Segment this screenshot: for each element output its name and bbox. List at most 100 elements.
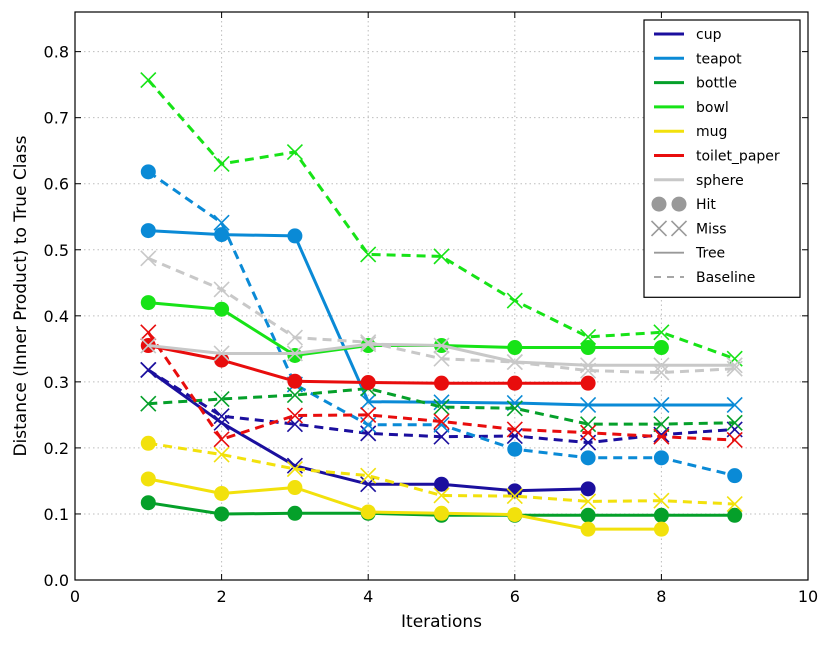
teapot-baseline-hit-marker (653, 450, 669, 466)
mug-tree-hit-marker (287, 480, 303, 496)
legend-label-sphere: sphere (696, 173, 744, 189)
mug-baseline-miss-marker-stroke (653, 492, 670, 509)
mug-baseline-miss-marker (726, 495, 743, 513)
bottle-baseline-miss-marker (580, 416, 597, 433)
sphere-baseline-miss-marker-stroke (286, 329, 303, 346)
cup-tree-miss-marker-stroke (360, 476, 377, 493)
bottle-tree-hit-marker (580, 507, 596, 523)
legend: cup teapot bottle bowl mug toilet_papersphere… (643, 19, 801, 298)
cup-baseline-miss-marker (360, 425, 377, 442)
toilet_paper-tree-hit-marker (434, 375, 449, 391)
mug-tree-hit-marker (653, 521, 669, 537)
legend-label-cup: cup (696, 27, 722, 43)
sphere-tree-miss-marker-stroke (506, 353, 523, 371)
legend-label-baseline: Baseline (696, 270, 755, 286)
sphere-tree-miss-marker-stroke (140, 337, 157, 354)
bowl-tree-hit-marker (140, 295, 156, 311)
teapot-baseline-hit-marker (507, 441, 523, 457)
toilet_paper-baseline-miss-marker-stroke (580, 424, 597, 441)
bottle-tree-hit-marker (287, 505, 303, 521)
mug-baseline-miss-marker (653, 492, 670, 509)
mug-baseline-miss-marker (213, 446, 230, 463)
bottle-baseline-miss-marker-stroke (286, 387, 303, 404)
toilet_paper-tree-hit-marker (580, 375, 596, 391)
bottle-baseline-miss-marker-stroke (213, 390, 230, 408)
cup-tree-miss-marker (213, 414, 230, 431)
bottle-baseline-miss-marker (140, 395, 157, 412)
sphere-tree-miss-marker-stroke (433, 337, 450, 354)
toilet_paper-tree-hit-marker (360, 375, 376, 391)
bowl-tree-hit-marker (580, 340, 596, 356)
sphere-baseline-miss-marker (433, 350, 450, 367)
teapot-baseline-miss-marker (213, 214, 230, 231)
cup-baseline-miss-marker (433, 428, 450, 445)
x-tick-label: 0 (70, 587, 80, 606)
mug-baseline-miss-marker (286, 460, 303, 478)
legend-label-hit: Hit (696, 197, 716, 213)
toilet_paper-baseline-miss-marker (580, 424, 597, 441)
cup-baseline-miss-marker-stroke (506, 427, 523, 445)
cup-baseline-miss-marker-stroke (360, 425, 377, 442)
cup-tree-miss-marker-stroke (213, 414, 230, 431)
y-tick-label: 0.4 (44, 307, 69, 326)
sphere-tree-miss-marker (360, 336, 377, 353)
bowl-baseline-miss-marker-stroke (433, 248, 450, 265)
cup-baseline-miss-marker-stroke (213, 408, 230, 425)
bottle-baseline-miss-marker (213, 390, 230, 408)
bowl-tree-hit-marker (507, 340, 523, 356)
legend-label-bottle: bottle (696, 76, 737, 92)
teapot-baseline-miss-marker-stroke (433, 416, 450, 433)
cup-baseline-miss-marker (286, 416, 303, 433)
legend-label-bowl: bowl (696, 100, 729, 116)
sphere-baseline-miss-marker-stroke (580, 362, 597, 379)
toilet_paper-baseline-miss-marker (726, 431, 743, 449)
toilet_paper-baseline-miss-marker-stroke (433, 413, 450, 430)
sphere-tree-miss-marker-stroke (726, 357, 743, 374)
toilet_paper-tree-hit-marker (507, 375, 523, 391)
bottle-baseline-miss-marker-stroke (726, 414, 743, 431)
toilet_paper-baseline-miss-marker-stroke (360, 406, 377, 423)
mug-baseline-miss-marker-stroke (360, 467, 377, 484)
bottle-baseline-miss-marker (506, 400, 523, 417)
legend-label-teapot: teapot (696, 51, 742, 67)
plot-frame (74, 11, 809, 581)
mug-baseline-miss-marker (506, 488, 523, 505)
toilet_paper-baseline-miss-marker-stroke (140, 324, 157, 341)
bowl-baseline-miss-marker (433, 248, 450, 265)
sphere-baseline-miss-marker (140, 250, 157, 267)
legend-miss-marker-stroke (650, 220, 668, 237)
bottle-baseline-miss-marker (726, 414, 743, 431)
sphere-tree-miss-marker-stroke (213, 345, 230, 362)
mug-tree-hit-marker (434, 505, 449, 521)
mug-tree-hit-marker (360, 504, 376, 520)
bottle-tree-hit-marker (214, 506, 230, 522)
sphere-baseline-miss-marker (286, 329, 303, 346)
mug-tree-hit-marker (580, 521, 596, 537)
sphere-tree-miss-marker-stroke (360, 336, 377, 353)
legend-label-toilet_paper: toilet_paper (696, 149, 780, 165)
teapot-tree-hit-marker (287, 228, 303, 244)
ticks: 0 2 4 6 8 10 0.0 0.1 0.2 0.3 0.4 0.5 0.6 0.7 0.8 (44, 12, 818, 606)
cup-tree-hit-marker (434, 476, 449, 492)
legend-hit-marker (651, 196, 667, 212)
toilet_paper-baseline-miss-marker (360, 406, 377, 423)
bottle-tree-hit-marker (653, 507, 669, 523)
cup-tree-miss-marker (140, 361, 157, 379)
bottle-baseline-miss-marker-stroke (653, 416, 670, 433)
teapot-baseline-miss-marker-stroke (213, 214, 230, 231)
toilet_paper-tree-hit-marker (287, 373, 303, 389)
sphere-baseline-miss-marker (726, 360, 743, 377)
sphere-tree-miss-marker (286, 345, 303, 362)
sphere-tree-miss-marker (653, 357, 670, 374)
sphere-baseline-miss-marker (653, 364, 670, 381)
sphere-baseline-miss-marker (360, 334, 377, 351)
cup-tree-hit-marker (580, 481, 596, 497)
bowl-baseline-miss-marker (653, 324, 670, 341)
y-tick-label: 0.8 (44, 43, 69, 62)
x-tick-label: 2 (217, 587, 227, 606)
legend-miss-marker-stroke (670, 220, 688, 237)
sphere-tree-miss-marker (213, 345, 230, 362)
toilet_paper-baseline-miss-marker-stroke (286, 407, 303, 424)
legend-label-miss: Miss (696, 221, 727, 237)
toilet_paper-baseline-miss-marker-stroke (506, 421, 523, 438)
